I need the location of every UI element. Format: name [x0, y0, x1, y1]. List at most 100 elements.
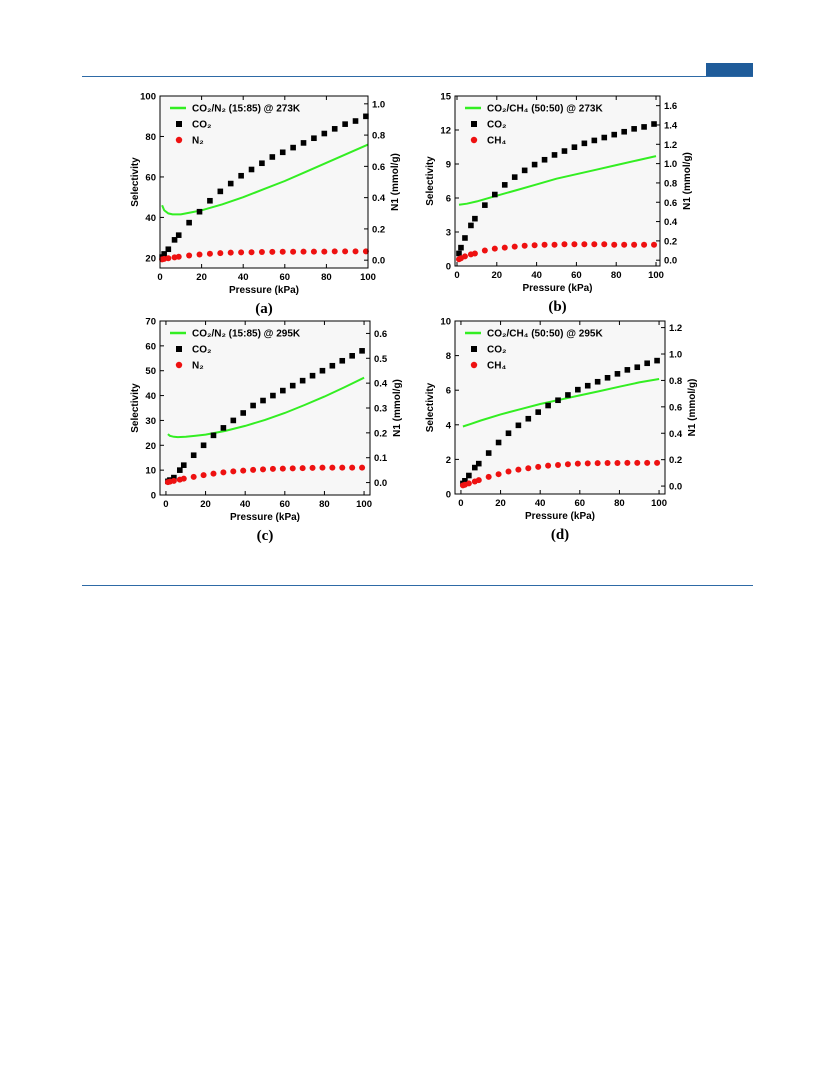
- co2-point: [190, 452, 197, 459]
- y-tick-label: 40: [145, 213, 156, 224]
- panel-label: (d): [551, 527, 569, 543]
- second-gas-point: [331, 248, 338, 255]
- co2-point: [621, 128, 627, 135]
- co2-point: [269, 154, 276, 160]
- co2-point: [186, 219, 192, 226]
- co2-point: [555, 397, 561, 404]
- second-gas-point: [641, 241, 648, 248]
- y-tick-label: 20: [145, 441, 156, 452]
- second-gas-point: [481, 247, 488, 254]
- second-gas-point: [279, 248, 286, 255]
- co2-point: [601, 134, 608, 141]
- co2-point: [472, 464, 478, 471]
- selectivity-line: [458, 155, 657, 206]
- co2-point: [535, 409, 542, 415]
- second-gas-point: [614, 459, 621, 466]
- y-tick-label: 80: [145, 132, 156, 143]
- co2-point: [575, 386, 581, 393]
- co2-point: [280, 387, 286, 394]
- second-gas-point: [651, 241, 658, 248]
- second-gas-point: [196, 251, 203, 258]
- y-tick-label: 6: [446, 194, 451, 205]
- y2-axis-title: N1 (mmol/g): [392, 379, 403, 437]
- second-gas-point: [555, 461, 562, 468]
- y-tick-label: 3: [446, 228, 451, 239]
- co2-point: [171, 474, 177, 481]
- second-gas-point: [309, 464, 316, 471]
- co2-point: [485, 450, 492, 456]
- second-gas-point: [238, 249, 245, 256]
- second-gas-point: [501, 244, 508, 251]
- x-tick-label: 100: [651, 498, 667, 509]
- y-tick-label: 9: [446, 160, 451, 171]
- co2-point: [651, 121, 657, 127]
- selectivity-line: [161, 143, 369, 216]
- second-gas-point: [186, 252, 193, 259]
- second-gas-point: [200, 472, 207, 479]
- second-gas-point: [535, 463, 542, 470]
- y-tick-label: 6: [446, 386, 451, 397]
- y2-tick-label: 0.0: [669, 482, 682, 493]
- second-gas-point: [289, 465, 296, 472]
- co2-point: [594, 378, 601, 385]
- co2-point: [604, 374, 611, 381]
- co2-point: [342, 121, 348, 127]
- plot-frame: [159, 95, 369, 269]
- co2-point: [329, 362, 336, 369]
- y2-tick-label: 1.2: [669, 323, 682, 334]
- y2-tick-label: 0.6: [372, 162, 385, 173]
- co2-point: [571, 144, 578, 150]
- second-gas-point: [511, 243, 518, 250]
- y-tick-label: 30: [145, 416, 156, 427]
- panel-label: (a): [255, 301, 273, 317]
- second-gas-point: [541, 241, 548, 248]
- second-gas-point: [601, 241, 608, 248]
- co2-point: [180, 462, 187, 468]
- co2-point: [161, 251, 167, 257]
- x-tick-label: 60: [575, 498, 586, 509]
- second-gas-point: [269, 248, 276, 255]
- second-gas-point: [581, 241, 588, 248]
- second-gas-point: [220, 469, 227, 476]
- header-tab: [706, 63, 753, 76]
- x-tick-label: 100: [360, 272, 376, 283]
- co2-point: [591, 137, 598, 144]
- co2-point: [210, 432, 217, 439]
- chart-panel-a: 0 20 40 60 80 100 20 40 60 80 100 0.0 0.2 0.4 0.6 0.8 1.…: [130, 88, 401, 318]
- chart-c-svg: 0 20 40 60 80 100 0 10 20 30 40 50 60 70 0.0 0.1 0.2 0.3 0…: [130, 317, 403, 545]
- co2-point: [541, 156, 548, 163]
- second-gas-point: [290, 248, 297, 255]
- legend-entry-label: N₂: [192, 136, 204, 147]
- x-tick-label: 20: [200, 499, 211, 510]
- plot-frame: [454, 320, 666, 495]
- legend-square-swatch: [176, 346, 182, 352]
- co2-point: [634, 364, 641, 371]
- y-axis-title: Selectivity: [425, 156, 436, 206]
- y2-tick-label: 1.0: [372, 99, 385, 110]
- second-gas-point: [352, 248, 359, 255]
- chart-panel-b: 0 20 40 60 80 100 0 3 6 9 12 15 0.0 0.2 0.4 0.6 0.8 1.0 1.…: [425, 88, 695, 316]
- x-axis-title: Pressure (kPa): [230, 512, 300, 523]
- second-gas-point: [260, 466, 267, 473]
- co2-point: [196, 208, 203, 215]
- second-gas-point: [515, 466, 522, 473]
- second-gas-point: [300, 248, 307, 255]
- chart-d-svg: 0 20 40 60 80 100 0 2 4 6 8 10 0.0 0.2 0.4 0.6 0.8 1.0 1.2…: [425, 317, 698, 544]
- legend-square-swatch: [471, 346, 477, 352]
- legend-entry-label: CO₂: [192, 345, 211, 356]
- y2-tick-label: 1.0: [664, 159, 677, 170]
- co2-point: [240, 410, 247, 416]
- co2-point: [505, 430, 512, 437]
- co2-point: [165, 246, 172, 253]
- second-gas-point: [258, 249, 265, 256]
- co2-point: [531, 161, 538, 168]
- legend-entry-label: CO₂: [192, 120, 211, 131]
- y-tick-label: 40: [145, 391, 156, 402]
- second-gas-point: [644, 459, 651, 466]
- second-gas-point: [551, 241, 558, 248]
- co2-point: [289, 382, 296, 389]
- legend-entry-label: CO₂/CH₄ (50:50) @ 295K: [487, 329, 603, 340]
- second-gas-point: [475, 477, 482, 484]
- second-gas-point: [631, 241, 638, 248]
- x-axis-title: Pressure (kPa): [229, 285, 299, 296]
